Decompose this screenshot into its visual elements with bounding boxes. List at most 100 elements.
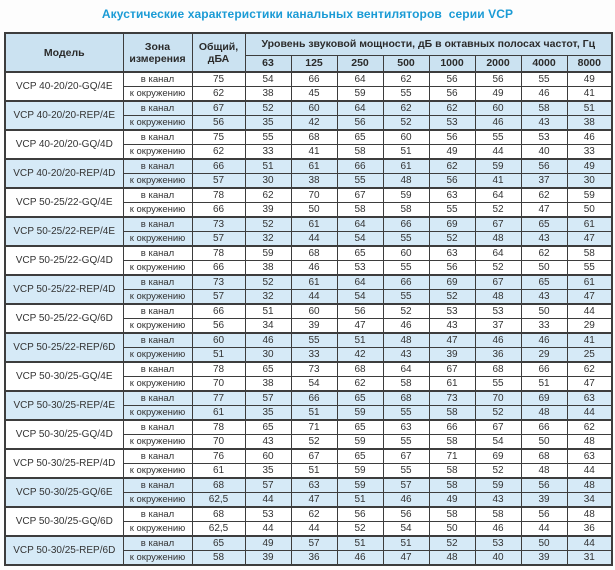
spl-value-cell: 56 [520, 158, 568, 174]
table-header: Модель Зона измерения Общий, дБА Уровень… [4, 32, 613, 73]
measurement-zone-cell: к окружению [122, 115, 193, 131]
spl-value-cell: 39 [290, 318, 338, 334]
spl-value-cell: 69 [474, 448, 522, 464]
spl-value-cell: 63 [566, 390, 613, 406]
table-row: VCP 50-30/25-GQ/6D в канал 68 53 62 56 56 58 58 5… [4, 506, 613, 537]
total-dba-cell: 66 [191, 303, 246, 319]
spl-value-cell: 46 [520, 332, 568, 348]
spl-value-cell: 44 [566, 405, 613, 421]
measurement-zone-cell: к окружению [122, 347, 193, 363]
measurement-zone-cell: в канал [122, 332, 193, 348]
spl-value-cell: 60 [290, 100, 338, 116]
spl-value-cell: 62 [290, 506, 338, 522]
spl-value-cell: 36 [474, 347, 522, 363]
model-name-cell: VCP 50-25/22-REP/4E [4, 216, 124, 247]
measurement-zone-cell: к окружению [122, 492, 193, 508]
table-row: VCP 50-25/22-REP/6D в канал 60 46 55 51 48 47 46… [4, 332, 613, 363]
spl-value-cell: 64 [336, 71, 384, 87]
spl-value-cell: 51 [290, 405, 338, 421]
spl-value-cell: 43 [520, 115, 568, 131]
spl-value-cell: 68 [520, 448, 568, 464]
spl-value-cell: 58 [428, 405, 476, 421]
spl-value-cell: 29 [520, 347, 568, 363]
spl-value-cell: 65 [244, 361, 292, 377]
spl-value-cell: 71 [290, 419, 338, 435]
spl-value-cell: 66 [428, 419, 476, 435]
spl-value-cell: 69 [428, 274, 476, 290]
total-dba-cell: 68 [191, 506, 246, 522]
total-dba-cell: 57 [191, 289, 246, 305]
spl-value-cell: 33 [290, 347, 338, 363]
spl-value-cell: 52 [474, 463, 522, 479]
spl-value-cell: 67 [336, 187, 384, 203]
spl-value-cell: 67 [474, 419, 522, 435]
spl-value-cell: 61 [382, 158, 430, 174]
spl-value-cell: 50 [520, 535, 568, 551]
spl-value-cell: 56 [336, 303, 384, 319]
total-dba-cell: 65 [191, 535, 246, 551]
table-row: к окружению 58 39 36 46 47 48 40 39 31 [5, 550, 613, 566]
spl-value-cell: 48 [474, 289, 522, 305]
model-name-cell: VCP 40-20/20-GQ/4E [4, 71, 124, 102]
spl-value-cell: 68 [290, 245, 338, 261]
spl-value-cell: 52 [244, 100, 292, 116]
table-row: VCP 50-30/25-REP/4D в канал 76 60 67 65 67 71 69… [4, 448, 613, 479]
spl-value-cell: 69 [520, 390, 568, 406]
spl-value-cell: 67 [474, 274, 522, 290]
total-dba-cell: 77 [191, 390, 246, 406]
spl-value-cell: 60 [382, 245, 430, 261]
spl-value-cell: 58 [428, 477, 476, 493]
spl-value-cell: 29 [566, 318, 613, 334]
spl-value-cell: 55 [520, 71, 568, 87]
spl-value-cell: 57 [382, 477, 430, 493]
measurement-zone-cell: в канал [122, 506, 193, 522]
total-dba-cell: 75 [191, 71, 246, 87]
spl-value-cell: 44 [566, 463, 613, 479]
total-dba-cell: 60 [191, 332, 246, 348]
measurement-zone-cell: к окружению [122, 376, 193, 392]
spl-value-cell: 65 [336, 390, 384, 406]
spl-value-cell: 47 [336, 318, 384, 334]
measurement-zone-cell: в канал [122, 535, 193, 551]
spl-value-cell: 51 [382, 535, 430, 551]
spl-value-cell: 61 [566, 274, 613, 290]
total-dba-cell: 76 [191, 448, 246, 464]
spl-value-cell: 46 [474, 332, 522, 348]
model-name-cell: VCP 50-25/22-GQ/4E [4, 187, 124, 218]
total-dba-cell: 57 [191, 231, 246, 247]
model-name-cell: VCP 50-30/25-REP/6D [4, 535, 124, 566]
spl-value-cell: 48 [520, 463, 568, 479]
spl-value-cell: 56 [474, 71, 522, 87]
spl-value-cell: 47 [520, 202, 568, 218]
spl-value-cell: 41 [290, 144, 338, 160]
measurement-zone-cell: в канал [122, 303, 193, 319]
table-row: VCP 50-25/22-GQ/6D в канал 66 51 60 56 52 53 53 5… [4, 303, 613, 334]
measurement-zone-cell: в канал [122, 129, 193, 145]
table-row: к окружению 62,5 44 44 52 54 50 46 44 36 [5, 521, 613, 537]
spl-value-cell: 65 [336, 448, 384, 464]
spl-value-cell: 51 [336, 332, 384, 348]
spl-value-cell: 56 [520, 477, 568, 493]
spl-value-cell: 48 [382, 332, 430, 348]
spl-value-cell: 56 [336, 115, 384, 131]
spl-value-cell: 64 [382, 361, 430, 377]
spl-value-cell: 58 [428, 434, 476, 450]
total-dba-cell: 78 [191, 361, 246, 377]
spl-value-cell: 41 [474, 173, 522, 189]
table-row: к окружению 61 35 51 59 55 58 52 48 44 [5, 405, 613, 421]
spl-value-cell: 56 [428, 260, 476, 276]
spl-value-cell: 60 [290, 303, 338, 319]
measurement-zone-cell: в канал [122, 187, 193, 203]
spl-value-cell: 44 [566, 303, 613, 319]
spl-value-cell: 65 [520, 216, 568, 232]
spl-value-cell: 61 [566, 216, 613, 232]
spl-value-cell: 67 [474, 216, 522, 232]
spl-value-cell: 66 [336, 158, 384, 174]
total-dba-cell: 57 [191, 173, 246, 189]
column-header-freq-250: 250 [336, 54, 384, 73]
spl-value-cell: 62 [520, 245, 568, 261]
spl-value-cell: 48 [382, 173, 430, 189]
spl-value-cell: 51 [244, 158, 292, 174]
spl-value-cell: 57 [244, 390, 292, 406]
column-header-freq-125: 125 [290, 54, 338, 73]
